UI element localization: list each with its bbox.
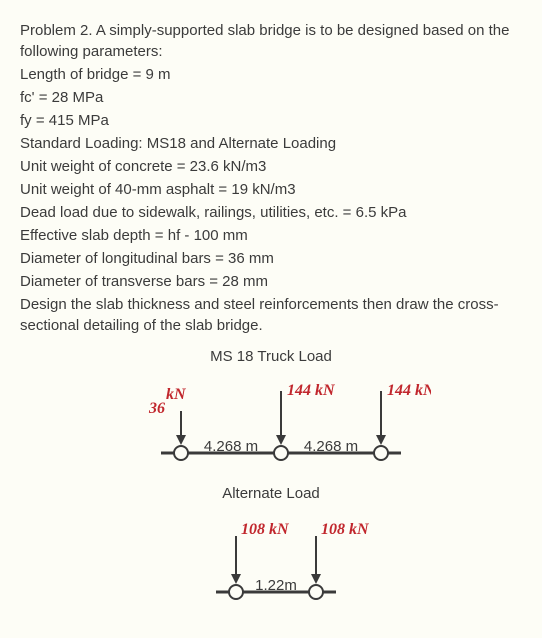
- load-arrow: [376, 391, 386, 445]
- alternate-load-svg: 108 kN 108 kN 1.22m: [151, 510, 391, 610]
- param-line: Effective slab depth = hf - 100 mm: [20, 225, 522, 246]
- problem-statement: Problem 2. A simply-supported slab bridg…: [20, 20, 522, 336]
- truck-load-diagram: 36 kN 144 kN 144 kN 4.268 m 4.268 m: [20, 373, 522, 473]
- task-line: Design the slab thickness and steel rein…: [20, 294, 522, 336]
- wheel-icon: [274, 446, 288, 460]
- load-label: 108 kN: [321, 521, 370, 538]
- wheel-icon: [309, 585, 323, 599]
- load-arrow: [276, 391, 286, 445]
- load-label: 144 kN: [287, 382, 336, 399]
- load-unit: kN: [166, 386, 187, 403]
- param-line: Dead load due to sidewalk, railings, uti…: [20, 202, 522, 223]
- param-line: Unit weight of 40-mm asphalt = 19 kN/m3: [20, 179, 522, 200]
- param-line: fy = 415 MPa: [20, 110, 522, 131]
- param-line: Length of bridge = 9 m: [20, 64, 522, 85]
- load-label: 108 kN: [241, 521, 290, 538]
- param-line: Standard Loading: MS18 and Alternate Loa…: [20, 133, 522, 154]
- load-label: 36: [148, 400, 165, 417]
- load-arrow: [311, 536, 321, 584]
- load-arrow: [231, 536, 241, 584]
- diagram1-title: MS 18 Truck Load: [20, 346, 522, 367]
- param-line: Diameter of longitudinal bars = 36 mm: [20, 248, 522, 269]
- span-label: 4.268 m: [304, 438, 358, 455]
- wheel-icon: [174, 446, 188, 460]
- span-label: 4.268 m: [204, 438, 258, 455]
- diagram2-title: Alternate Load: [20, 483, 522, 504]
- problem-title: Problem 2. A simply-supported slab bridg…: [20, 20, 522, 62]
- load-arrow: [176, 411, 186, 445]
- param-line: Diameter of transverse bars = 28 mm: [20, 271, 522, 292]
- alternate-load-diagram: 108 kN 108 kN 1.22m: [20, 510, 522, 610]
- truck-load-svg: 36 kN 144 kN 144 kN 4.268 m 4.268 m: [111, 373, 431, 473]
- wheel-icon: [229, 585, 243, 599]
- param-line: fc' = 28 MPa: [20, 87, 522, 108]
- span-label: 1.22m: [255, 577, 297, 594]
- param-line: Unit weight of concrete = 23.6 kN/m3: [20, 156, 522, 177]
- wheel-icon: [374, 446, 388, 460]
- load-label: 144 kN: [387, 382, 431, 399]
